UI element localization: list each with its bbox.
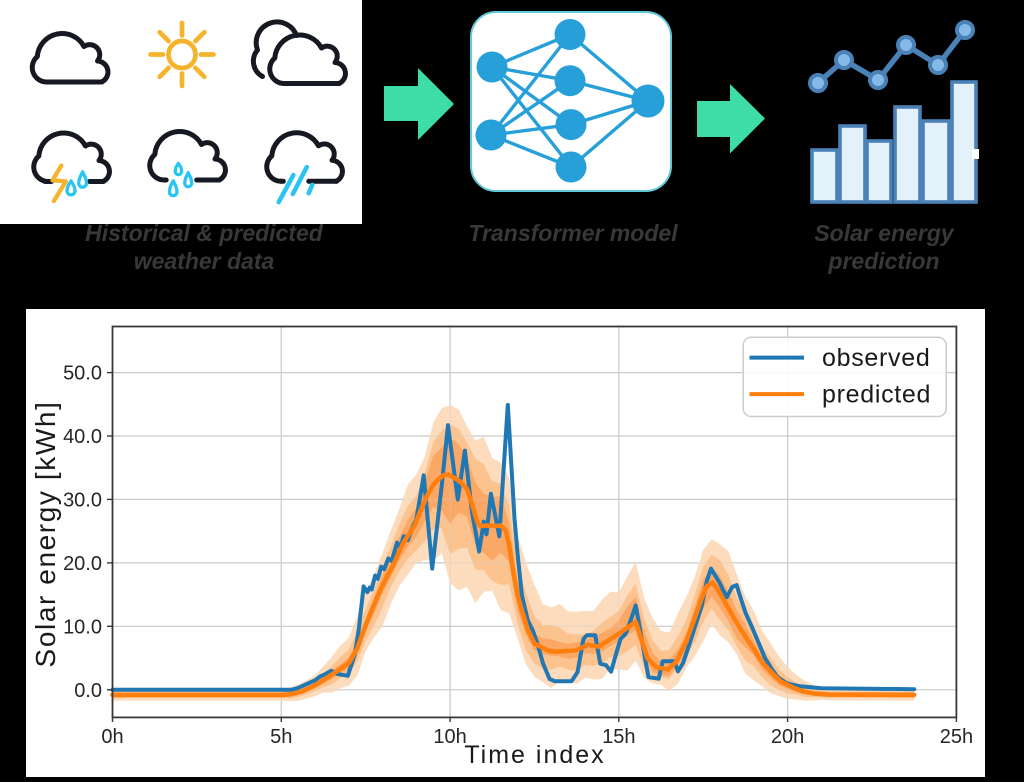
svg-text:predicted: predicted [822,380,931,408]
svg-text:0.0: 0.0 [74,680,102,702]
svg-text:observed: observed [822,344,930,372]
svg-text:10h: 10h [433,726,466,748]
svg-text:40.0: 40.0 [63,426,102,448]
svg-text:20.0: 20.0 [63,553,102,575]
svg-text:15h: 15h [602,726,635,748]
svg-text:10.0: 10.0 [63,616,102,638]
svg-text:Time index: Time index [464,741,605,769]
svg-text:Solar energy [kWh]: Solar energy [kWh] [30,401,61,668]
svg-text:50.0: 50.0 [63,363,102,385]
svg-text:0h: 0h [101,726,123,748]
svg-text:30.0: 30.0 [63,489,102,511]
svg-text:20h: 20h [771,726,804,748]
svg-text:5h: 5h [270,726,292,748]
svg-text:25h: 25h [940,726,973,748]
